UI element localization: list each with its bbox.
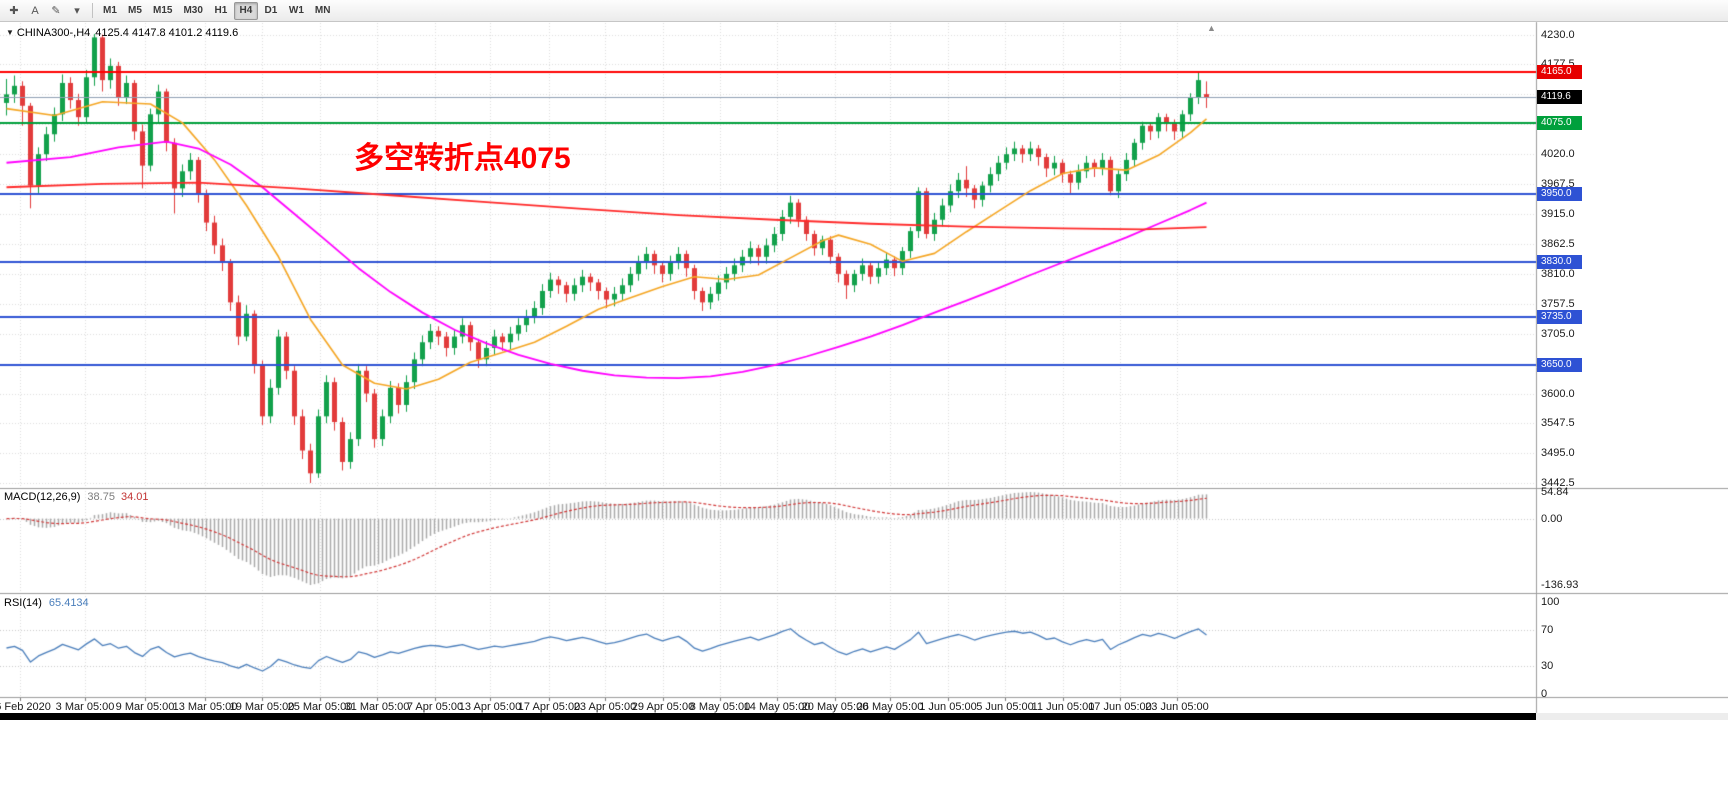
time-axis-label: 7 Apr 05:00 (406, 701, 464, 713)
time-axis-label: 3 Mar 05:00 (55, 701, 115, 713)
price-axis-label: 4020.0 (1541, 148, 1575, 161)
timeframe-button-m30[interactable]: M30 (183, 5, 203, 16)
time-axis-label: 17 Jun 05:00 (1088, 701, 1152, 713)
time-axis-label: 8 May 05:00 (689, 701, 751, 713)
timeframe-button-d1[interactable]: D1 (264, 5, 278, 16)
price-axis-label: 3705.0 (1541, 327, 1575, 340)
chart-title: ▼ CHINA300-,H4 4125.4 4147.8 4101.2 4119.6 (6, 27, 238, 39)
time-axis-label: 25 Mar 05:00 (287, 701, 353, 713)
rsi-axis-label: 100 (1541, 596, 1560, 608)
timeframe-button-m5[interactable]: M5 (128, 5, 142, 16)
toolbar-separator (92, 3, 93, 18)
price-axis-label: 4230.0 (1541, 28, 1575, 41)
macd-name: MACD(12,26,9) (4, 491, 81, 503)
annotation-text[interactable]: 多空转折点4075 (354, 142, 571, 175)
line-tools-group: ✚ A ✎ ▾ (4, 2, 87, 20)
chart-shift-icon[interactable]: ▲ (1207, 23, 1216, 33)
price-badge: 3735.0 (1537, 309, 1582, 324)
price-badge: 4075.0 (1537, 115, 1582, 130)
timeframe-button-w1[interactable]: W1 (288, 5, 304, 16)
rsi-name: RSI(14) (4, 597, 42, 609)
bottom-edge-bar (0, 713, 1536, 720)
rsi-axis-label: 30 (1541, 660, 1554, 673)
price-badge: 3650.0 (1537, 358, 1582, 373)
macd-axis-label: -136.93 (1541, 579, 1579, 591)
time-axis-label: 11 Jun 05:00 (1031, 701, 1095, 713)
timeframe-button-m1[interactable]: M1 (103, 5, 117, 16)
time-axis-label: 29 Apr 05:00 (631, 701, 695, 713)
price-axis-label: 3600.0 (1541, 387, 1575, 400)
time-axis-label: 14 May 05:00 (743, 701, 811, 713)
macd-indicator-label: MACD(12,26,9) 38.75 34.01 (4, 491, 148, 503)
time-axis-label: 26 Feb 2020 (0, 701, 51, 713)
rsi-axis-label: 0 (1541, 688, 1548, 700)
ohlc-values: 4125.4 4147.8 4101.2 4119.6 (95, 27, 239, 39)
time-axis-label: 13 Mar 05:00 (172, 701, 238, 713)
price-axis-label: 3862.5 (1541, 237, 1575, 250)
time-axis-label: 19 Mar 05:00 (229, 701, 295, 713)
macd-axis-label: 0.00 (1541, 512, 1563, 525)
timeframe-button-mn[interactable]: MN (314, 5, 331, 16)
cursor-icon[interactable]: ✚ (9, 5, 19, 17)
time-axis-label: 13 Apr 05:00 (458, 701, 522, 713)
price-axis-label: 3442.5 (1541, 477, 1575, 490)
timeframes-group: M1 M5 M15 M30 H1 H4 D1 W1 MN (98, 1, 335, 20)
bottom-edge-corner (1536, 713, 1728, 720)
time-axis-label: 23 Jun 05:00 (1145, 701, 1209, 713)
tools-dropdown-icon[interactable]: ▾ (74, 5, 80, 17)
time-axis-label: 23 Apr 05:00 (573, 701, 637, 713)
price-axis-label: 3495.0 (1541, 447, 1575, 460)
time-axis-label: 5 Jun 05:00 (976, 701, 1034, 713)
time-axis-label: 31 Mar 05:00 (344, 701, 410, 713)
rsi-value: 65.4134 (48, 597, 89, 609)
price-badge: 3830.0 (1537, 255, 1582, 270)
price-badge: 4119.6 (1537, 90, 1582, 105)
price-axis-label: 3915.0 (1541, 208, 1575, 221)
timeframe-button-h1[interactable]: H1 (214, 5, 228, 16)
time-axis-label: 1 Jun 05:00 (919, 701, 977, 713)
time-axis-label: 17 Apr 05:00 (517, 701, 581, 713)
macd-signal-value: 34.01 (120, 491, 149, 503)
rsi-axis-label: 70 (1541, 623, 1554, 636)
symbol-label: CHINA300-,H4 (16, 27, 91, 39)
time-axis-label: 9 Mar 05:00 (115, 701, 175, 713)
price-axis-label: 3547.5 (1541, 417, 1575, 430)
time-axis-label: 26 May 05:00 (856, 701, 924, 713)
time-axis-label: 20 May 05:00 (801, 701, 869, 713)
price-axis-label: 3810.0 (1541, 267, 1575, 280)
draw-tool-icon[interactable]: ✎ (51, 5, 61, 17)
toolbar: ✚ A ✎ ▾ M1 M5 M15 M30 H1 H4 D1 W1 MN (0, 0, 1728, 22)
macd-axis-label: 54.84 (1541, 486, 1569, 498)
price-axis-label: 3757.5 (1541, 297, 1575, 310)
timeframe-button-m15[interactable]: M15 (153, 5, 173, 16)
timeframe-button-h4[interactable]: H4 (233, 1, 258, 20)
text-tool-icon[interactable]: A (31, 4, 39, 17)
rsi-indicator-label: RSI(14) 65.4134 (4, 597, 89, 609)
price-badge: 3950.0 (1537, 187, 1582, 202)
macd-main-value: 38.75 (87, 491, 115, 503)
symbol-marker-icon: ▼ (6, 28, 14, 37)
price-badge: 4165.0 (1537, 64, 1582, 79)
